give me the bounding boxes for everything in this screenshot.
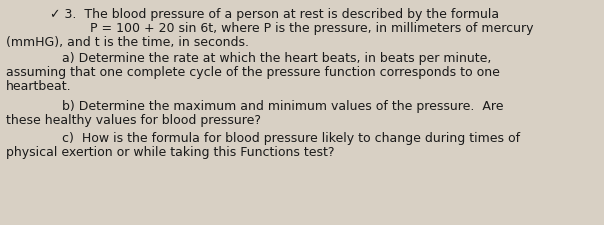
Text: c)  How is the formula for blood pressure likely to change during times of: c) How is the formula for blood pressure… [62,131,520,144]
Text: a) Determine the rate at which the heart beats, in beats per minute,: a) Determine the rate at which the heart… [62,52,492,65]
Text: b) Determine the maximum and minimum values of the pressure.  Are: b) Determine the maximum and minimum val… [62,99,504,112]
Text: P = 100 + 20 sin 6t, where P is the pressure, in millimeters of mercury: P = 100 + 20 sin 6t, where P is the pres… [90,22,533,35]
Text: physical exertion or while taking this Functions test?: physical exertion or while taking this F… [6,145,335,158]
Text: these healthy values for blood pressure?: these healthy values for blood pressure? [6,113,261,126]
Text: heartbeat.: heartbeat. [6,80,72,93]
Text: (mmHG), and t is the time, in seconds.: (mmHG), and t is the time, in seconds. [6,36,249,49]
Text: ✓ 3.  The blood pressure of a person at rest is described by the formula: ✓ 3. The blood pressure of a person at r… [50,8,499,21]
Text: assuming that one complete cycle of the pressure function corresponds to one: assuming that one complete cycle of the … [6,66,500,79]
